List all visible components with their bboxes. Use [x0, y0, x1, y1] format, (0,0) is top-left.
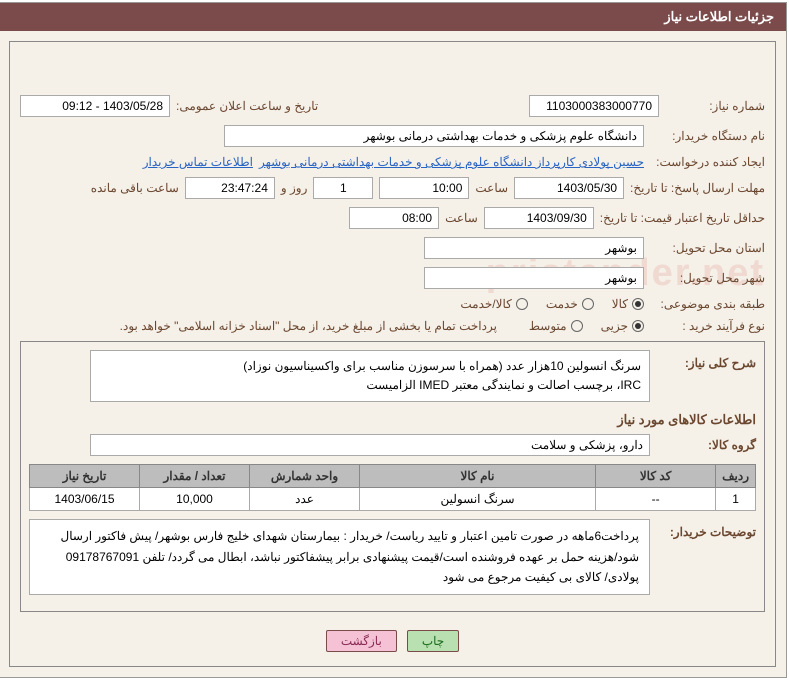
- field-goods-group: دارو، پزشکی و سلامت: [90, 434, 650, 456]
- label-reply-deadline: مهلت ارسال پاسخ: تا تاریخ:: [630, 181, 765, 195]
- label-price-validity: حداقل تاریخ اعتبار قیمت: تا تاریخ:: [600, 211, 765, 225]
- row-need-number: شماره نیاز: 1103000383000770 تاریخ و ساع…: [20, 95, 765, 117]
- radio-group-purchase: جزیی متوسط: [529, 319, 644, 333]
- label-goods-group: گروه کالا:: [656, 438, 756, 452]
- field-reply-date: 1403/05/30: [514, 177, 624, 199]
- field-province: بوشهر: [424, 237, 644, 259]
- subject-option-0[interactable]: کالا: [612, 297, 644, 311]
- table-header-row: ردیف کد کالا نام کالا واحد شمارش تعداد /…: [30, 465, 756, 488]
- th-row: ردیف: [716, 465, 756, 488]
- field-city: بوشهر: [424, 267, 644, 289]
- row-requester: ایجاد کننده درخواست: حسین پولادی کارپردا…: [20, 155, 765, 169]
- row-price-validity: حداقل تاریخ اعتبار قیمت: تا تاریخ: 1403/…: [20, 207, 765, 229]
- goods-table: ردیف کد کالا نام کالا واحد شمارش تعداد /…: [29, 464, 756, 511]
- row-buyer-notes: توضیحات خریدار: پرداخت6ماهه در صورت تامی…: [29, 519, 756, 594]
- panel-body: pristender.net شماره نیاز: 1103000383000…: [9, 41, 776, 667]
- row-goods-group: گروه کالا: دارو، پزشکی و سلامت: [29, 434, 756, 456]
- purchase-option-0[interactable]: جزیی: [601, 319, 644, 333]
- field-buyer-notes: پرداخت6ماهه در صورت تامین اعتبار و تایید…: [29, 519, 650, 594]
- label-purchase-type: نوع فرآیند خرید :: [650, 319, 765, 333]
- link-buyer-contact[interactable]: اطلاعات تماس خریدار: [143, 155, 253, 169]
- radio-label: کالا/خدمت: [460, 297, 511, 311]
- radio-label: جزیی: [601, 319, 628, 333]
- row-purchase-type: نوع فرآیند خرید : جزیی متوسط پرداخت تمام …: [20, 319, 765, 333]
- label-time-left: ساعت باقی مانده: [91, 181, 179, 195]
- label-subject-class: طبقه بندی موضوعی:: [650, 297, 765, 311]
- label-overall-desc: شرح کلی نیاز:: [656, 350, 756, 370]
- label-buyer-notes: توضیحات خریدار:: [656, 519, 756, 539]
- field-announce-dt: 1403/05/28 - 09:12: [20, 95, 170, 117]
- row-city: شهر محل تحویل: بوشهر: [20, 267, 765, 289]
- label-province: استان محل تحویل:: [650, 241, 765, 255]
- th-name: نام کالا: [360, 465, 596, 488]
- radio-group-subject: کالا خدمت کالا/خدمت: [460, 297, 644, 311]
- cell-row: 1: [716, 488, 756, 511]
- label-need-number: شماره نیاز:: [665, 99, 765, 113]
- row-province: استان محل تحویل: بوشهر: [20, 237, 765, 259]
- th-code: کد کالا: [596, 465, 716, 488]
- field-need-number: 1103000383000770: [529, 95, 659, 117]
- table-row: 1--سرنگ انسولینعدد10,0001403/06/15: [30, 488, 756, 511]
- payment-note: پرداخت تمام یا بخشی از مبلغ خرید، از محل…: [120, 319, 497, 333]
- label-announce-dt: تاریخ و ساعت اعلان عمومی:: [176, 99, 318, 113]
- radio-label: متوسط: [529, 319, 567, 333]
- print-button[interactable]: چاپ: [407, 630, 459, 652]
- cell-code: --: [596, 488, 716, 511]
- field-requester[interactable]: حسین پولادی کارپرداز دانشگاه علوم پزشکی …: [259, 155, 644, 169]
- radio-icon: [582, 298, 594, 310]
- subject-option-1[interactable]: خدمت: [546, 297, 594, 311]
- field-overall-desc: سرنگ انسولین 10هزار عدد (همراه با سرسوزن…: [90, 350, 650, 402]
- row-reply-deadline: مهلت ارسال پاسخ: تا تاریخ: 1403/05/30 سا…: [20, 177, 765, 199]
- field-reply-time: 10:00: [379, 177, 469, 199]
- field-countdown: 23:47:24: [185, 177, 275, 199]
- panel-title: جزئیات اطلاعات نیاز: [0, 3, 786, 31]
- field-price-date: 1403/09/30: [484, 207, 594, 229]
- label-city: شهر محل تحویل:: [650, 271, 765, 285]
- subject-option-2[interactable]: کالا/خدمت: [460, 297, 527, 311]
- cell-name: سرنگ انسولین: [360, 488, 596, 511]
- section-goods-info: اطلاعات کالاهای مورد نیاز: [29, 412, 756, 428]
- label-time-2: ساعت: [445, 211, 478, 225]
- radio-icon: [571, 320, 583, 332]
- overall-desc-line2: IRC، برچسب اصالت و نمایندگی معتبر IMED ا…: [99, 376, 641, 395]
- label-time-1: ساعت: [475, 181, 508, 195]
- purchase-option-1[interactable]: متوسط: [529, 319, 583, 333]
- label-requester: ایجاد کننده درخواست:: [650, 155, 765, 169]
- need-details-box: شرح کلی نیاز: سرنگ انسولین 10هزار عدد (ه…: [20, 341, 765, 612]
- radio-label: کالا: [612, 297, 628, 311]
- label-buyer-org: نام دستگاه خریدار:: [650, 129, 765, 143]
- cell-need_date: 1403/06/15: [30, 488, 140, 511]
- field-days-left: 1: [313, 177, 373, 199]
- th-qty: تعداد / مقدار: [140, 465, 250, 488]
- cell-unit: عدد: [250, 488, 360, 511]
- details-panel: جزئیات اطلاعات نیاز pristender.net شماره…: [0, 2, 787, 678]
- radio-icon: [516, 298, 528, 310]
- row-overall-desc: شرح کلی نیاز: سرنگ انسولین 10هزار عدد (ه…: [29, 350, 756, 402]
- back-button[interactable]: بازگشت: [326, 630, 397, 652]
- row-buyer-org: نام دستگاه خریدار: دانشگاه علوم پزشکی و …: [20, 125, 765, 147]
- field-buyer-org: دانشگاه علوم پزشکی و خدمات بهداشتی درمان…: [224, 125, 644, 147]
- th-unit: واحد شمارش: [250, 465, 360, 488]
- radio-icon: [632, 320, 644, 332]
- radio-icon: [632, 298, 644, 310]
- field-price-time: 08:00: [349, 207, 439, 229]
- footer-buttons: چاپ بازگشت: [20, 620, 765, 656]
- overall-desc-line1: سرنگ انسولین 10هزار عدد (همراه با سرسوزن…: [99, 357, 641, 376]
- label-day-and: روز و: [281, 181, 308, 195]
- radio-label: خدمت: [546, 297, 578, 311]
- th-date: تاریخ نیاز: [30, 465, 140, 488]
- row-subject-class: طبقه بندی موضوعی: کالا خدمت کالا/خدمت: [20, 297, 765, 311]
- cell-qty: 10,000: [140, 488, 250, 511]
